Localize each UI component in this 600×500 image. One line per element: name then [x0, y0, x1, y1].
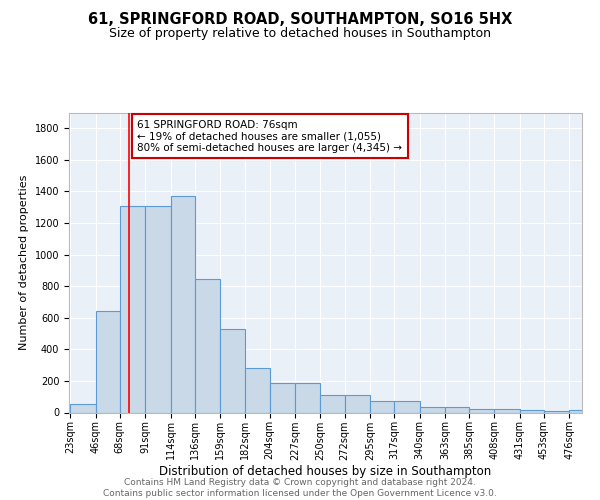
- Bar: [120, 206, 145, 412]
- Y-axis label: Number of detached properties: Number of detached properties: [19, 175, 29, 350]
- Bar: [245, 368, 269, 412]
- Bar: [95, 312, 120, 412]
- Bar: [269, 384, 295, 412]
- Text: 61 SPRINGFORD ROAD: 76sqm
← 19% of detached houses are smaller (1,055)
80% of se: 61 SPRINGFORD ROAD: 76sqm ← 19% of detac…: [137, 120, 403, 153]
- Bar: [320, 395, 344, 412]
- Bar: [295, 384, 320, 412]
- Bar: [145, 206, 170, 412]
- Bar: [445, 406, 469, 412]
- Bar: [170, 196, 195, 412]
- Bar: [419, 406, 445, 412]
- Bar: [569, 410, 595, 412]
- Bar: [195, 279, 220, 412]
- Bar: [220, 329, 245, 412]
- Text: Contains HM Land Registry data © Crown copyright and database right 2024.
Contai: Contains HM Land Registry data © Crown c…: [103, 478, 497, 498]
- Bar: [70, 404, 95, 412]
- Bar: [370, 402, 394, 412]
- Bar: [469, 408, 494, 412]
- Bar: [494, 410, 520, 412]
- Bar: [544, 410, 569, 412]
- Bar: [394, 402, 419, 412]
- Text: Size of property relative to detached houses in Southampton: Size of property relative to detached ho…: [109, 28, 491, 40]
- Text: 61, SPRINGFORD ROAD, SOUTHAMPTON, SO16 5HX: 61, SPRINGFORD ROAD, SOUTHAMPTON, SO16 5…: [88, 12, 512, 28]
- X-axis label: Distribution of detached houses by size in Southampton: Distribution of detached houses by size …: [160, 465, 491, 478]
- Bar: [520, 410, 544, 412]
- Bar: [344, 395, 370, 412]
